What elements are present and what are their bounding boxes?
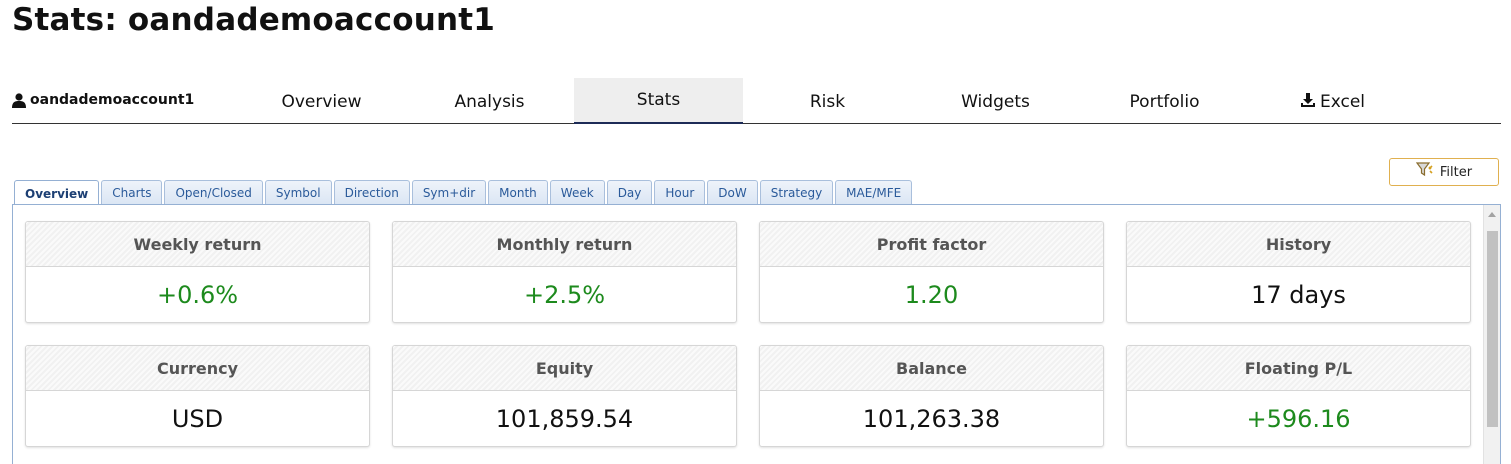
nav-excel-label: Excel [1319, 92, 1366, 112]
tab-mae-mfe[interactable]: MAE/MFE [835, 180, 913, 204]
scroll-thumb[interactable] [1487, 231, 1498, 427]
card-title: History [1127, 222, 1470, 267]
stats-panel: Weekly return +0.6% Monthly return +2.5%… [12, 204, 1501, 464]
user-icon [12, 92, 26, 108]
tab-month[interactable]: Month [488, 180, 548, 204]
card-monthly-return: Monthly return +2.5% [392, 221, 737, 323]
nav-portfolio[interactable]: Portfolio [1129, 92, 1200, 112]
nav-widgets[interactable]: Widgets [961, 92, 1030, 112]
tab-charts[interactable]: Charts [101, 180, 163, 204]
scroll-up-arrow-icon[interactable] [1488, 212, 1496, 217]
page-title: Stats: oandademoaccount1 [12, 2, 496, 38]
card-floating-pl: Floating P/L +596.16 [1126, 345, 1471, 447]
card-value: 101,859.54 [495, 405, 634, 433]
card-value: 101,263.38 [862, 405, 1001, 433]
card-title: Equity [393, 346, 736, 391]
card-value: +2.5% [523, 281, 606, 309]
nav-excel[interactable]: Excel [1248, 78, 1417, 123]
card-value: 1.20 [904, 281, 959, 309]
tab-symbol[interactable]: Symbol [264, 180, 332, 204]
download-icon [1300, 92, 1316, 113]
card-weekly-return: Weekly return +0.6% [25, 221, 370, 323]
sub-tabs: Overview Charts Open/Closed Symbol Direc… [14, 180, 913, 206]
vertical-scrollbar[interactable] [1483, 205, 1500, 464]
card-title: Currency [26, 346, 369, 391]
filter-button[interactable]: Filter [1389, 158, 1499, 186]
tab-strategy[interactable]: Strategy [759, 180, 834, 204]
account-label[interactable]: oandademoaccount1 [12, 92, 194, 108]
tab-open-closed[interactable]: Open/Closed [164, 180, 263, 204]
nav-stats[interactable]: Stats [574, 78, 743, 124]
nav-analysis[interactable]: Analysis [454, 92, 525, 112]
nav-risk[interactable]: Risk [809, 92, 846, 112]
card-value: +0.6% [156, 281, 239, 309]
tab-overview[interactable]: Overview [14, 180, 100, 206]
tab-week[interactable]: Week [549, 180, 605, 204]
nav-overview[interactable]: Overview [281, 92, 362, 112]
tab-hour[interactable]: Hour [654, 180, 706, 204]
tab-day[interactable]: Day [606, 180, 653, 204]
card-balance: Balance 101,263.38 [759, 345, 1104, 447]
account-name: oandademoaccount1 [30, 92, 195, 108]
card-equity: Equity 101,859.54 [392, 345, 737, 447]
filter-label: Filter [1439, 164, 1473, 180]
card-title: Profit factor [760, 222, 1103, 267]
card-value: USD [171, 405, 224, 433]
card-title: Balance [760, 346, 1103, 391]
main-nav: oandademoaccount1 Overview Analysis Stat… [12, 78, 1501, 124]
tab-direction[interactable]: Direction [333, 180, 410, 204]
tab-sym-dir[interactable]: Sym+dir [411, 180, 487, 204]
card-profit-factor: Profit factor 1.20 [759, 221, 1104, 323]
filter-icon [1415, 162, 1434, 182]
card-title: Monthly return [393, 222, 736, 267]
card-title: Floating P/L [1127, 346, 1470, 391]
card-title: Weekly return [26, 222, 369, 267]
card-currency: Currency USD [25, 345, 370, 447]
tab-dow[interactable]: DoW [707, 180, 758, 204]
card-value: +596.16 [1246, 405, 1351, 433]
card-value: 17 days [1251, 281, 1346, 309]
card-history: History 17 days [1126, 221, 1471, 323]
